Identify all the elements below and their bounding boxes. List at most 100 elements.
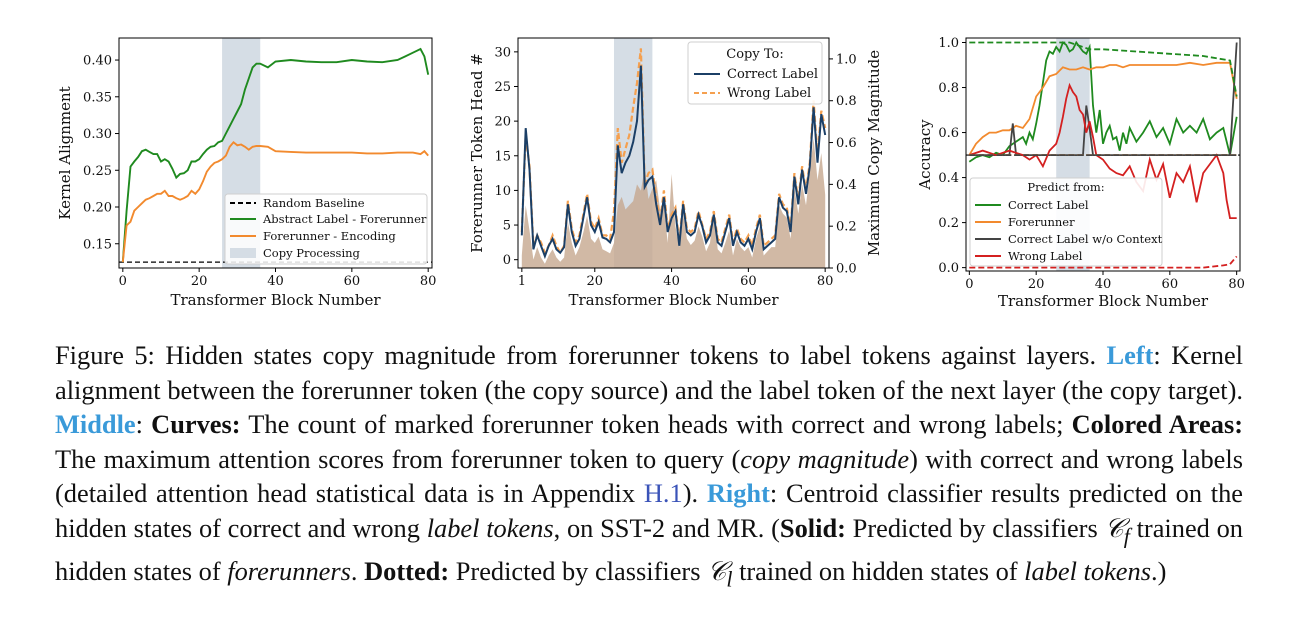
- legend-item-0-label: Correct Label: [1008, 198, 1089, 212]
- x-tick-label: 40: [1095, 277, 1112, 292]
- legend-title: Copy To:: [726, 47, 783, 62]
- caption-right-text: : Centroid classifier results predicted …: [55, 478, 1244, 543]
- figure-charts: 0 20 40 60 800.150.200.250.300.350.40Transfo…: [56, 36, 1245, 310]
- legend-copy-processing-label: Copy Processing: [263, 246, 361, 260]
- x-tick-label: 60: [740, 274, 757, 289]
- legend-forerunner-encoding-label: Forerunner - Encoding: [263, 229, 396, 243]
- x-tick-label: 0: [119, 274, 127, 289]
- y-axis-label: Kernel Alignment: [56, 86, 74, 219]
- caption-label-tokens: label tokens: [426, 512, 554, 543]
- caption-close: .): [1150, 555, 1167, 586]
- legend-item-2-label: Correct Label w/o Context: [1008, 232, 1163, 246]
- legend-random-baseline-label: Random Baseline: [263, 196, 365, 210]
- caption-cf-symbol: 𝒞f: [1104, 512, 1129, 548]
- caption-right-link[interactable]: Right: [706, 478, 770, 509]
- legend-wrong-label-label: Wrong Label: [727, 86, 811, 101]
- y2-tick-label: 1.0: [836, 52, 857, 67]
- caption-cf-sub: f: [1123, 523, 1130, 549]
- y-tick-label: 1.0: [938, 36, 959, 51]
- legend-item-3-label: Wrong Label: [1008, 249, 1083, 263]
- x-tick-label: 20: [191, 274, 208, 289]
- y-tick-label: 5: [503, 219, 511, 234]
- y-tick-label: 0.8: [938, 81, 959, 96]
- right-chart: 0 20 40 60 80 0.0 0.2 0.4 0.6 0.8 1.0 Transformer B…: [916, 36, 1245, 310]
- series-line: [121, 140, 429, 263]
- y-tick-label: 0.25: [83, 164, 112, 179]
- x-tick-label: 20: [1028, 277, 1045, 292]
- caption-appendix-link[interactable]: H.1: [643, 478, 683, 509]
- series-line: [968, 40, 1238, 163]
- series-line: [969, 255, 1238, 269]
- legend-title: Predict from:: [1027, 180, 1104, 194]
- y-tick-label: 0.40: [83, 54, 112, 69]
- middle-legend: Copy To: Correct Label Wrong Label: [687, 41, 823, 105]
- caption-areas-label: Colored Areas:: [1071, 409, 1243, 440]
- caption-dotted-text: Predicted by classifiers: [449, 555, 708, 586]
- x-tick-label: 80: [1228, 277, 1245, 292]
- right-legend: Predict from: Correct Label Forerunner Corr…: [969, 177, 1163, 267]
- y2-tick-label: 0.4: [836, 178, 857, 193]
- caption-curves-text: The count of marked forerunner token hea…: [240, 409, 1072, 440]
- caption-areas-text: The maximum attention scores from foreru…: [55, 443, 741, 474]
- legend-item-1-label: Forerunner: [1008, 215, 1075, 229]
- legend-box: [969, 177, 1163, 267]
- caption-dotted-text2: trained on hidden states of: [732, 555, 1025, 586]
- x-tick-label: 80: [817, 274, 834, 289]
- caption-dotted-label: Dotted:: [364, 555, 450, 586]
- series-line: [969, 41, 1238, 97]
- caption-cf-main: 𝒞: [1104, 512, 1124, 543]
- legend-abstract-label-label: Abstract Label - Forerunner: [262, 212, 427, 226]
- x-axis-label: Transformer Block Number: [170, 291, 381, 309]
- caption-intro: Hidden states copy magnitude from foreru…: [154, 340, 1107, 370]
- y-tick-label: 0.20: [83, 201, 112, 216]
- legend-correct-label-label: Correct Label: [727, 67, 818, 82]
- x-tick-label: 60: [1162, 277, 1179, 292]
- y-tick-label: 0.35: [83, 90, 112, 105]
- x-tick-label: 60: [344, 274, 361, 289]
- caption-forerunners: forerunners: [227, 555, 351, 586]
- legend-box: [687, 41, 823, 105]
- caption-middle-link[interactable]: Middle: [55, 409, 136, 440]
- legend-copy-processing-swatch: [230, 248, 256, 258]
- correct-label-line: [520, 65, 827, 260]
- y-tick-label: 20: [494, 115, 511, 130]
- x-tick-label: 20: [587, 274, 604, 289]
- caption-solid-text2: trained on hidden states of: [55, 512, 1244, 586]
- caption-middle-sep: :: [135, 409, 152, 440]
- caption-areas-text2: ) with correct and wrong labels (detaile…: [55, 443, 1243, 509]
- y-tick-label: 0.30: [83, 127, 112, 142]
- caption-cl-symbol: 𝒞l: [707, 555, 732, 591]
- y-tick-label: 25: [494, 80, 511, 95]
- caption-cl-main: 𝒞: [707, 555, 727, 586]
- legend-box: [224, 193, 428, 265]
- y-tick-label: 0: [503, 253, 511, 268]
- middle-axes-frame: [517, 37, 830, 269]
- y2-axis-label: Maximum Copy Magnitude: [865, 50, 883, 256]
- y2-tick-label: 0.8: [836, 94, 857, 109]
- x-tick-label: 40: [267, 274, 284, 289]
- y-tick-label: 0.0: [938, 261, 959, 276]
- left-chart: 0 20 40 60 80 0.15 0.20 0.25 0.30 0.35 0.40 Transfo…: [56, 37, 436, 309]
- series-line: [968, 61, 1238, 156]
- y-tick-label: 0.2: [938, 216, 959, 231]
- left-legend: Random Baseline Abstract Label - Forerunn…: [224, 193, 428, 265]
- caption-left-link[interactable]: Left: [1106, 340, 1154, 370]
- caption-left-text: : Kernel alignment between the forerunne…: [55, 340, 1243, 405]
- caption-period: .: [350, 555, 365, 586]
- x-tick-label: 40: [663, 274, 680, 289]
- caption-cl-sub: l: [726, 566, 733, 592]
- y-tick-label: 0.6: [938, 126, 959, 141]
- y-tick-label: 10: [494, 184, 511, 199]
- x-tick-label: 1: [518, 274, 526, 289]
- copy-magnitude-area: [521, 138, 826, 268]
- y2-tick-label: 0.2: [836, 220, 857, 235]
- y-tick-label: 15: [494, 149, 511, 164]
- series-line: [121, 47, 430, 263]
- figure-caption: Figure 5: Hidden states copy magnitude f…: [55, 338, 1243, 597]
- caption-areas-end: ).: [682, 478, 707, 509]
- y2-tick-label: 0.0: [836, 262, 857, 277]
- y-axis-label: Accuracy: [916, 119, 934, 191]
- middle-chart: 1 20 40 60 80 0 5 10 15 20 25 30 0.0 0.2 0.4 0.6 0.8 1.0 T…: [468, 37, 883, 309]
- caption-copy-magnitude: copy magnitude: [740, 443, 910, 474]
- x-tick-label: 0: [965, 277, 973, 292]
